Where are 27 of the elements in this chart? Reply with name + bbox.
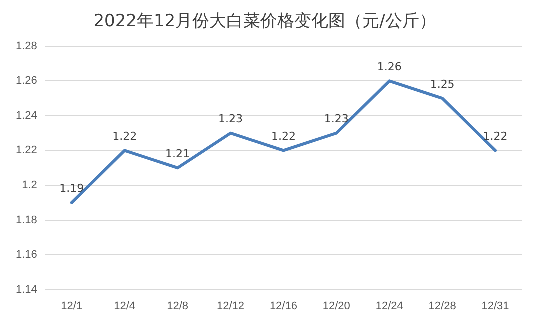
data-label: 1.23	[218, 112, 243, 126]
y-tick-label: 1.16	[16, 249, 38, 262]
data-label: 1.25	[430, 78, 455, 91]
x-tick-label: 12/16	[270, 300, 298, 312]
data-label: 1.22	[271, 130, 296, 144]
chart-title: 2022年12月份大白菜价格变化图（元/公斤）	[94, 12, 436, 32]
x-tick-label: 12/8	[167, 300, 189, 312]
data-label: 1.22	[483, 130, 508, 144]
x-tick-label: 12/31	[482, 300, 510, 312]
y-tick-label: 1.28	[16, 40, 38, 52]
x-tick-label: 12/1	[61, 300, 83, 312]
x-tick-label: 12/28	[428, 300, 456, 312]
x-tick-label: 12/12	[216, 300, 245, 312]
x-tick-label: 12/4	[114, 300, 136, 312]
data-label: 1.19	[60, 182, 84, 196]
data-label: 1.21	[166, 147, 190, 160]
y-tick-label: 1.14	[16, 284, 38, 296]
y-tick-label: 1.2	[22, 180, 38, 192]
data-label: 1.23	[324, 112, 349, 126]
y-tick-label: 1.22	[16, 144, 38, 157]
data-label: 1.26	[377, 60, 402, 74]
x-tick-label: 12/24	[376, 300, 404, 312]
y-tick-label: 1.24	[16, 110, 38, 122]
data-label: 1.22	[112, 130, 138, 144]
y-tick-label: 1.26	[16, 75, 38, 88]
x-tick-label: 12/20	[322, 300, 350, 312]
y-tick-label: 1.18	[16, 214, 38, 226]
